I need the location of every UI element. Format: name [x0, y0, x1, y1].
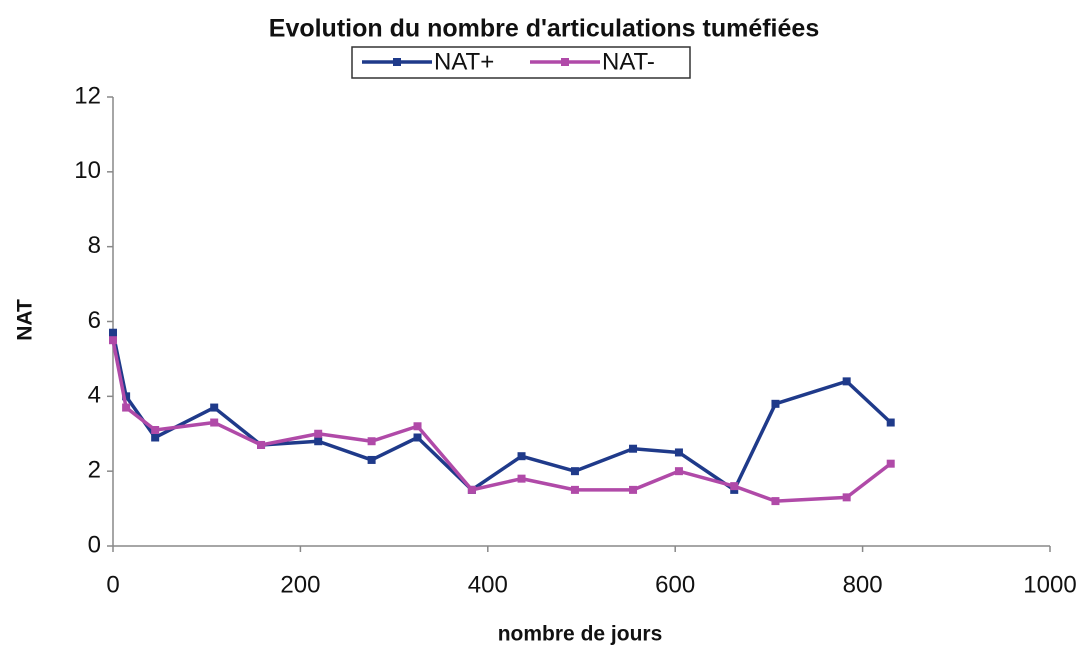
point-marker [570, 467, 579, 476]
point-marker [517, 452, 526, 461]
point-marker [771, 399, 780, 408]
legend-marker [561, 58, 569, 66]
point-marker [122, 392, 131, 401]
point-marker [570, 485, 579, 494]
x-tick-label: 0 [106, 571, 119, 598]
x-axis-label: nombre de jours [498, 623, 663, 646]
point-marker [109, 328, 117, 337]
point-marker [629, 444, 638, 453]
point-marker [151, 426, 160, 435]
y-axis-label: NAT [14, 299, 37, 341]
x-tick-label: 600 [655, 571, 695, 598]
point-marker [842, 493, 851, 502]
point-marker [151, 433, 160, 442]
point-marker [210, 403, 219, 412]
legend: NAT+ NAT- [351, 46, 691, 79]
point-marker [210, 418, 219, 427]
point-marker [467, 485, 476, 494]
point-marker [257, 440, 266, 449]
point-marker [413, 422, 422, 431]
point-marker [674, 467, 683, 476]
point-marker [771, 497, 780, 506]
point-marker [629, 485, 638, 494]
point-marker [367, 437, 376, 446]
chart-title: Evolution du nombre d'articulations tumé… [269, 15, 819, 43]
point-marker [314, 437, 323, 446]
y-tick-label: 2 [88, 457, 101, 484]
point-marker [413, 433, 422, 442]
point-marker [886, 459, 895, 468]
point-marker [122, 403, 131, 412]
point-marker [674, 448, 683, 457]
point-marker [367, 455, 376, 464]
x-tick-label: 800 [843, 571, 883, 598]
point-marker [842, 377, 851, 386]
point-marker [886, 418, 895, 427]
legend-label: NAT+ [434, 48, 494, 75]
y-tick-label: 12 [74, 82, 101, 109]
y-tick-label: 8 [88, 232, 101, 259]
point-marker [314, 429, 323, 438]
point-marker [730, 482, 739, 491]
legend-label: NAT- [602, 48, 655, 75]
y-tick-label: 0 [88, 531, 101, 558]
point-marker [517, 474, 526, 483]
y-tick-label: 4 [88, 382, 101, 409]
x-tick-label: 200 [280, 571, 320, 598]
legend-marker [393, 58, 401, 66]
point-marker [109, 336, 117, 345]
y-tick-label: 6 [88, 307, 101, 334]
x-tick-label: 400 [468, 571, 508, 598]
y-tick-label: 10 [74, 157, 101, 184]
series-line [111, 332, 892, 492]
x-tick-label: 1000 [1023, 571, 1076, 598]
